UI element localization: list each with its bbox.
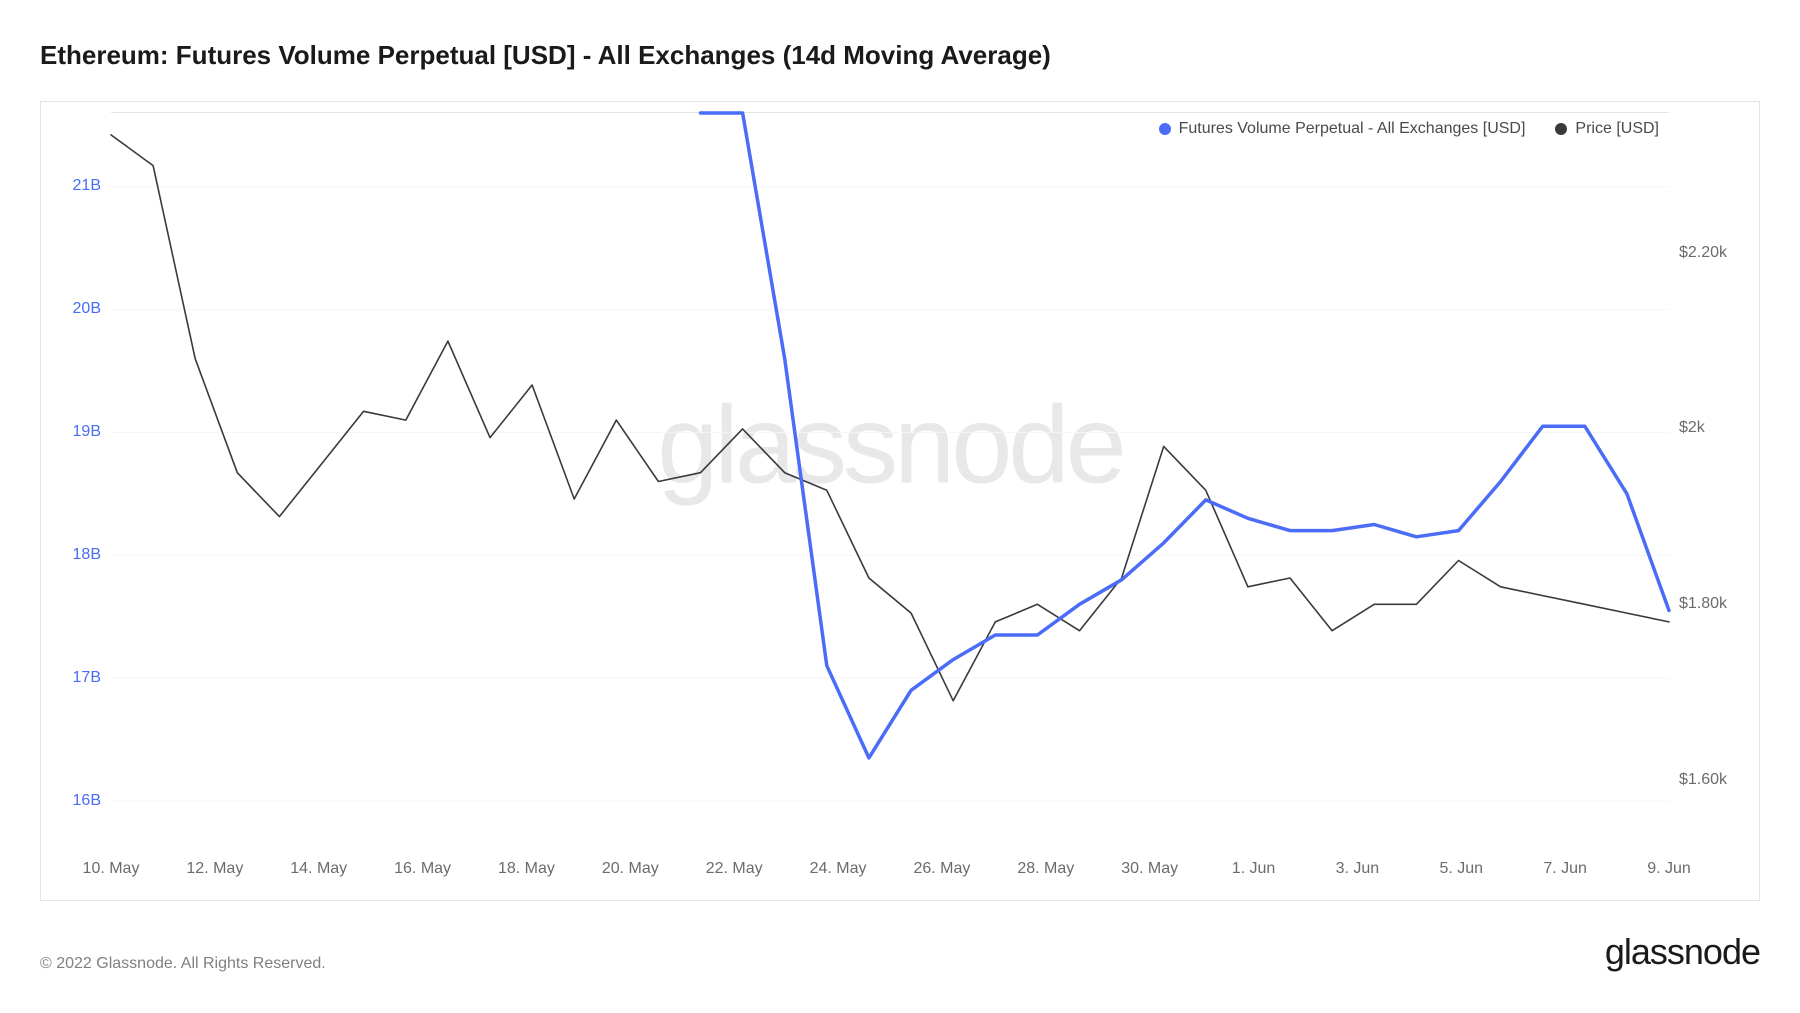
y-right-tick: $2k <box>1679 419 1705 437</box>
x-tick: 18. May <box>498 860 555 878</box>
footer: © 2022 Glassnode. All Rights Reserved. g… <box>40 931 1760 973</box>
y-axis-left: 16B 17B 18B 19B 20B 21B <box>41 112 111 850</box>
x-axis: 10. May12. May14. May16. May18. May20. M… <box>111 850 1669 900</box>
chart-container: glassnode Futures Volume Perpetual - All… <box>40 101 1760 901</box>
x-tick: 14. May <box>290 860 347 878</box>
x-tick: 9. Jun <box>1647 860 1691 878</box>
y-left-tick: 19B <box>73 423 101 441</box>
x-tick: 5. Jun <box>1439 860 1483 878</box>
x-tick: 3. Jun <box>1336 860 1380 878</box>
x-tick: 12. May <box>186 860 243 878</box>
copyright: © 2022 Glassnode. All Rights Reserved. <box>40 955 326 973</box>
chart-title: Ethereum: Futures Volume Perpetual [USD]… <box>40 40 1760 71</box>
y-left-tick: 18B <box>73 546 101 564</box>
legend-label-volume: Futures Volume Perpetual - All Exchanges… <box>1179 120 1526 138</box>
legend-dot-volume <box>1159 123 1171 135</box>
x-tick: 16. May <box>394 860 451 878</box>
y-right-tick: $1.60k <box>1679 771 1727 789</box>
plot-area: glassnode <box>111 112 1669 850</box>
x-tick: 20. May <box>602 860 659 878</box>
x-tick: 30. May <box>1121 860 1178 878</box>
y-left-tick: 21B <box>73 177 101 195</box>
x-tick: 26. May <box>913 860 970 878</box>
legend: Futures Volume Perpetual - All Exchanges… <box>1159 120 1659 138</box>
x-tick: 24. May <box>810 860 867 878</box>
x-tick: 28. May <box>1017 860 1074 878</box>
legend-item-volume: Futures Volume Perpetual - All Exchanges… <box>1159 120 1526 138</box>
x-tick: 10. May <box>83 860 140 878</box>
y-right-tick: $2.20k <box>1679 244 1727 262</box>
brand-logo: glassnode <box>1605 931 1760 973</box>
y-left-tick: 16B <box>73 792 101 810</box>
x-tick: 22. May <box>706 860 763 878</box>
chart-svg <box>111 113 1669 850</box>
y-left-tick: 17B <box>73 669 101 687</box>
legend-item-price: Price [USD] <box>1555 120 1659 138</box>
x-tick: 1. Jun <box>1232 860 1276 878</box>
legend-dot-price <box>1555 123 1567 135</box>
y-axis-right: $1.60k $1.80k $2k $2.20k <box>1669 112 1759 850</box>
y-right-tick: $1.80k <box>1679 595 1727 613</box>
x-tick: 7. Jun <box>1543 860 1587 878</box>
y-left-tick: 20B <box>73 300 101 318</box>
legend-label-price: Price [USD] <box>1575 120 1659 138</box>
